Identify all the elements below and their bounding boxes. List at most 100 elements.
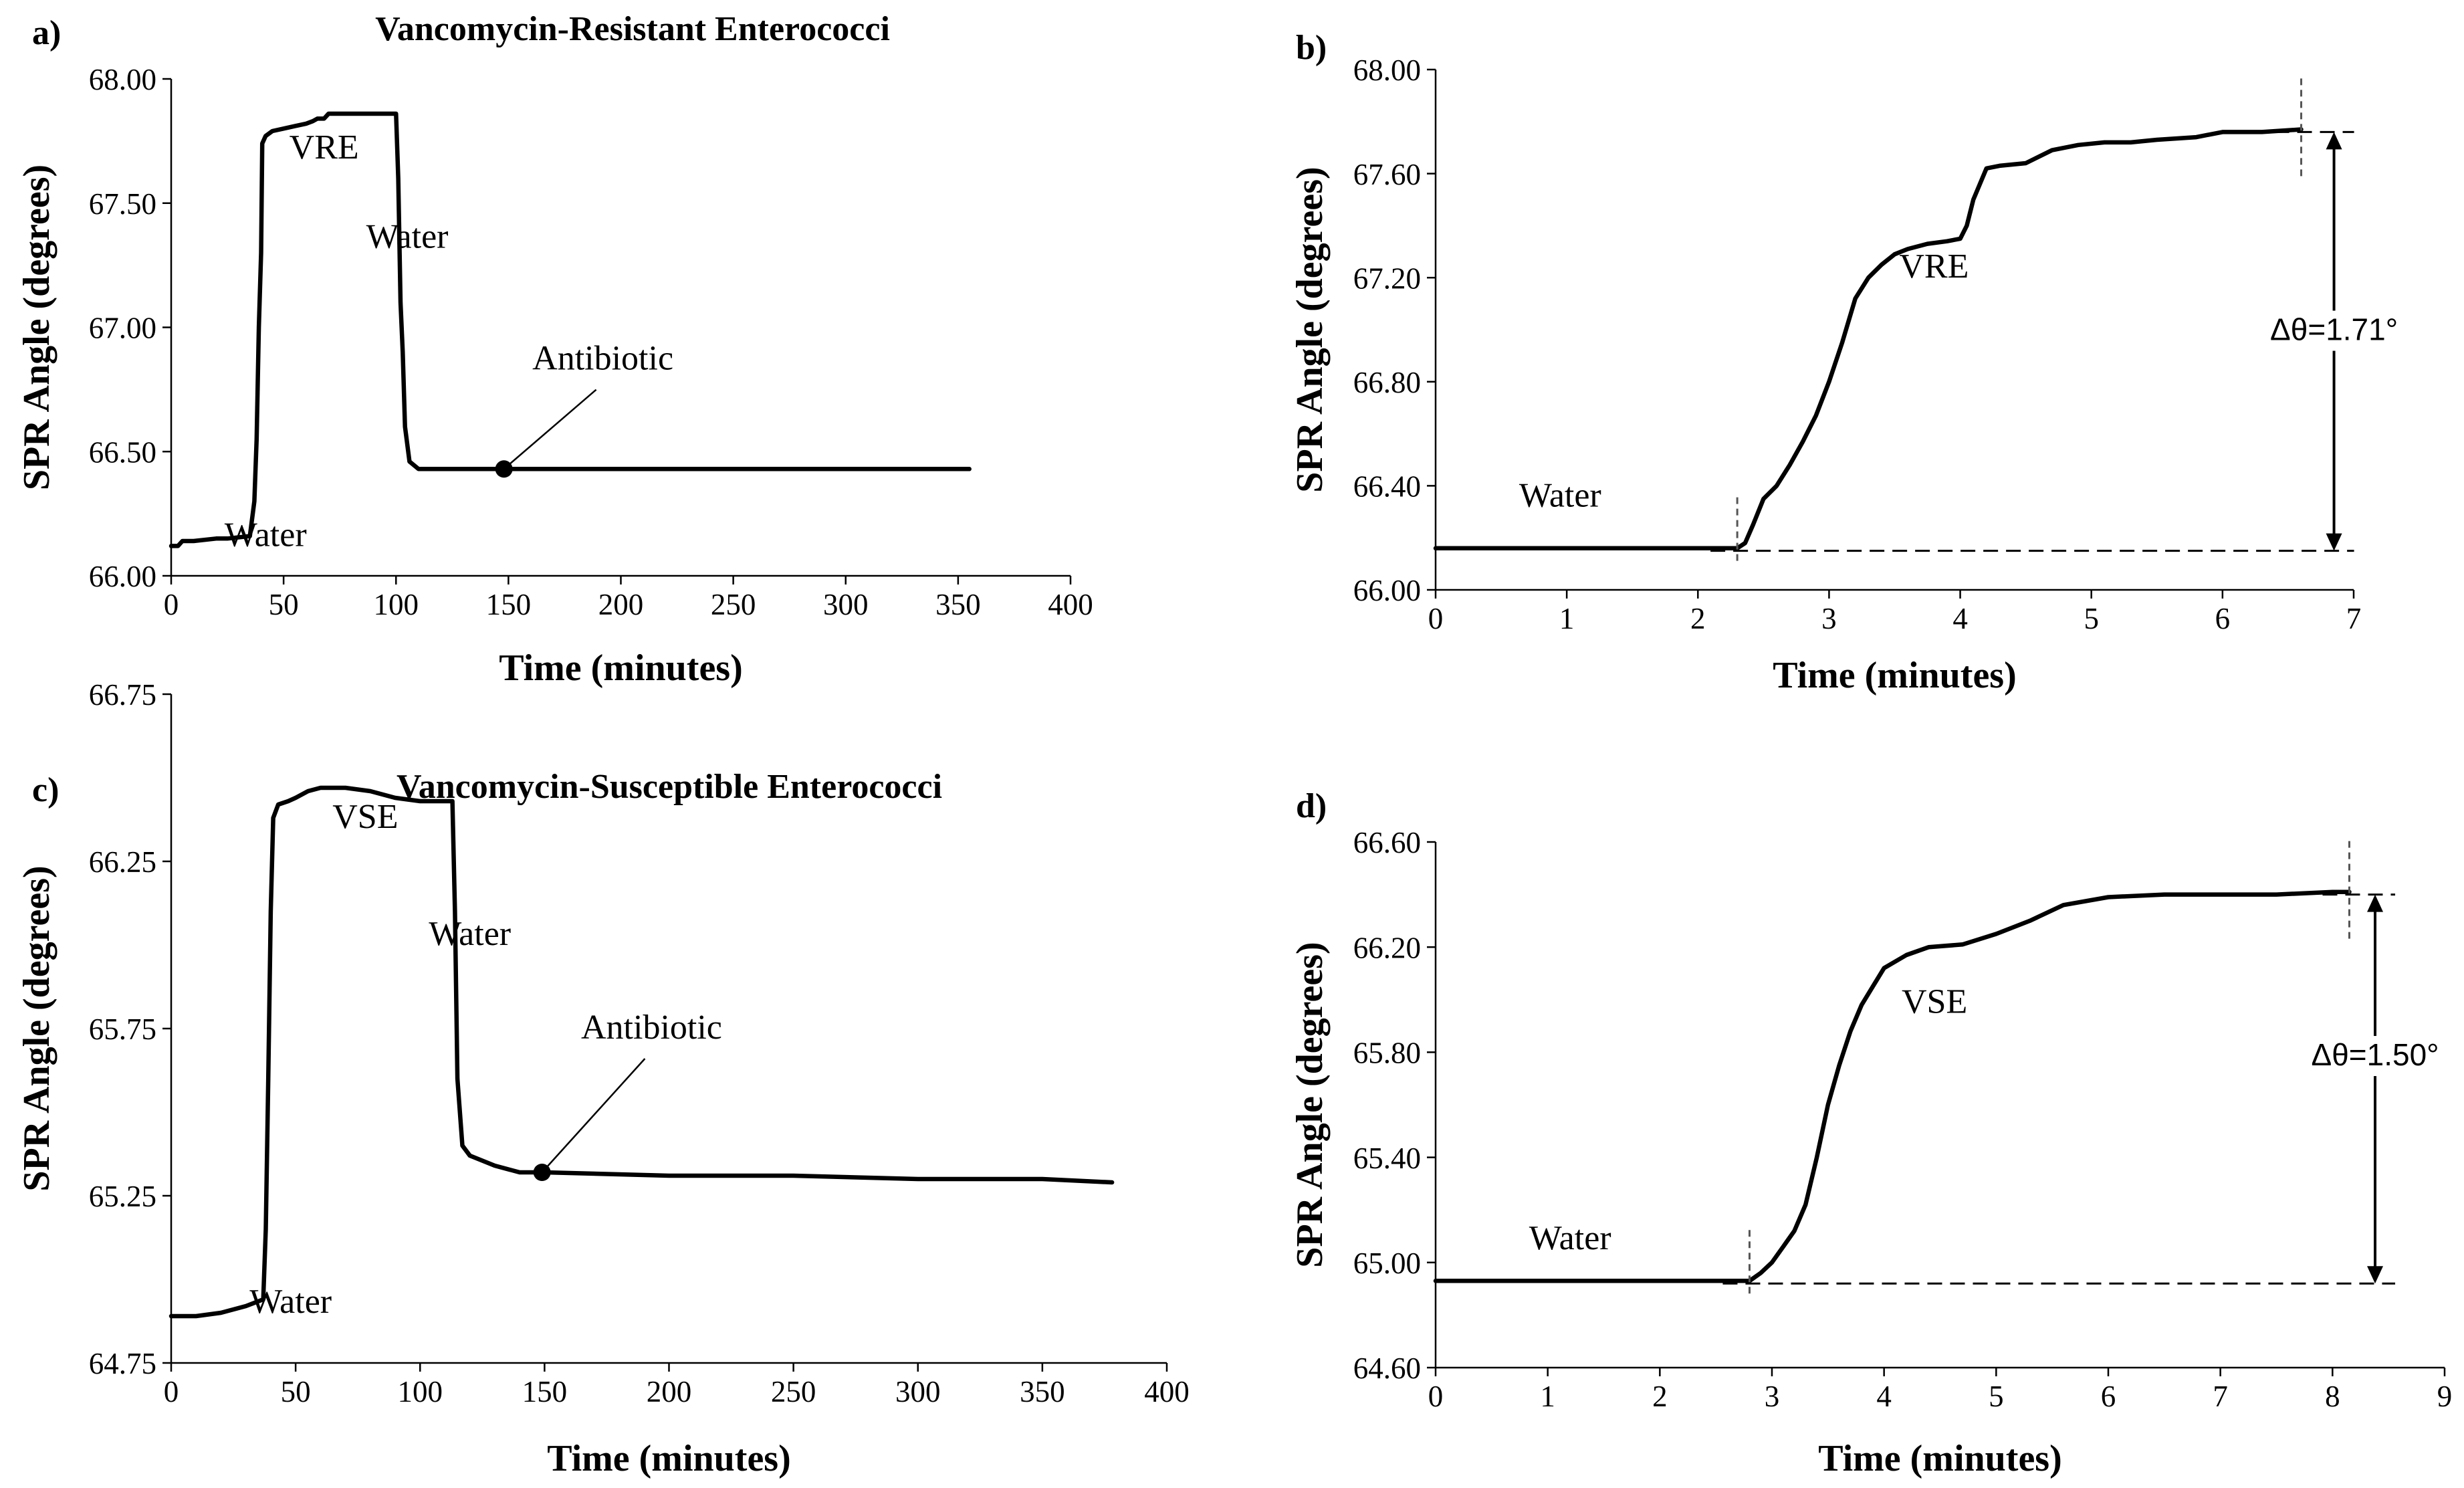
x-tick-label: 50 — [269, 588, 299, 621]
delta-theta-label: Δθ=1.50° — [2311, 1037, 2439, 1072]
panel-label: a) — [32, 14, 61, 52]
y-tick-label: 68.00 — [1353, 54, 1421, 87]
y-tick-label: 65.75 — [89, 1013, 156, 1046]
delta-theta-label: Δθ=1.71° — [2270, 312, 2398, 347]
x-axis-title: Time (minutes) — [1818, 1438, 2062, 1479]
y-tick-label: 66.50 — [89, 435, 156, 469]
chart-title: Vancomycin-Susceptible Enterococci — [397, 768, 942, 806]
antibiotic-marker — [495, 460, 513, 478]
x-tick-label: 50 — [281, 1375, 311, 1408]
y-tick-label: 66.25 — [89, 845, 156, 879]
panel-label: b) — [1296, 29, 1327, 67]
x-tick-label: 2 — [1652, 1380, 1668, 1413]
panel-b-vre-binding: 66.00 66.40 66.80 67.20 67.60 68.00 0 1 2 3 4 5 6 7 Ti… — [1289, 29, 2413, 696]
y-tick-label: 65.40 — [1353, 1142, 1421, 1175]
panel-label: d) — [1296, 787, 1327, 825]
delta-arrowhead-down — [2367, 1266, 2384, 1284]
annotation-label: VRE — [1899, 247, 1969, 286]
x-tick-label: 2 — [1690, 602, 1706, 635]
y-tick-label: 68.00 — [89, 63, 156, 96]
y-axis-title: SPR Angle (degrees) — [16, 865, 58, 1191]
x-tick-label: 350 — [1020, 1375, 1065, 1408]
series-line — [169, 111, 972, 548]
y-tick-label: 65.00 — [1353, 1247, 1421, 1280]
series-line — [1433, 127, 2304, 551]
y-tick-label: 66.00 — [89, 560, 156, 593]
x-tick-label: 1 — [1540, 1380, 1555, 1413]
y-axis-title: SPR Angle (degrees) — [1289, 167, 1331, 492]
panel-c-vse-full-run: 64.75 65.25 65.75 66.25 66.75 0 50 100 150 200 250… — [16, 678, 1190, 1479]
x-tick-label: 6 — [2215, 602, 2231, 635]
annotation-label: Antibiotic — [581, 1008, 722, 1047]
x-tick-label: 200 — [647, 1375, 692, 1408]
y-tick-label: 64.60 — [1353, 1352, 1421, 1385]
y-tick-label: 67.00 — [89, 312, 156, 345]
x-tick-label: 5 — [1989, 1380, 2004, 1413]
delta-arrowhead-down — [2326, 533, 2342, 551]
x-tick-label: 1 — [1559, 602, 1575, 635]
x-tick-label: 400 — [1144, 1375, 1190, 1408]
x-tick-label: 400 — [1048, 588, 1093, 621]
y-tick-label: 66.80 — [1353, 366, 1421, 399]
annotation-label: Water — [366, 218, 449, 256]
x-tick-label: 150 — [486, 588, 532, 621]
annotation-label: Antibiotic — [532, 340, 673, 378]
x-tick-label: 5 — [2084, 602, 2099, 635]
x-tick-label: 0 — [1428, 1380, 1444, 1413]
x-tick-label: 7 — [2213, 1380, 2228, 1413]
y-tick-label: 66.75 — [89, 678, 156, 712]
annotation-label: VSE — [1902, 982, 1967, 1021]
y-tick-label: 65.80 — [1353, 1037, 1421, 1070]
annotation-label: Water — [225, 516, 307, 554]
annotation-label: Water — [429, 915, 511, 953]
x-tick-label: 150 — [522, 1375, 568, 1408]
x-tick-label: 4 — [1876, 1380, 1892, 1413]
x-tick-label: 350 — [935, 588, 981, 621]
x-axis-title: Time (minutes) — [1773, 655, 2017, 696]
delta-label-backdrop — [2255, 310, 2413, 351]
x-tick-label: 250 — [771, 1375, 816, 1408]
panel-d-vse-binding: 64.60 65.00 65.40 65.80 66.20 66.60 0 1 2 3 4 5 6 7 8 9… — [1289, 787, 2455, 1479]
x-tick-label: 100 — [398, 1375, 443, 1408]
x-tick-label: 200 — [598, 588, 644, 621]
y-tick-label: 66.40 — [1353, 470, 1421, 504]
y-tick-label: 66.20 — [1353, 931, 1421, 964]
x-axis-title: Time (minutes) — [547, 1438, 791, 1479]
x-tick-label: 3 — [1821, 602, 1837, 635]
y-tick-label: 67.60 — [1353, 158, 1421, 191]
series-line — [1433, 889, 2352, 1283]
x-tick-label: 0 — [1428, 602, 1444, 635]
x-tick-label: 7 — [2346, 602, 2362, 635]
x-tick-label: 300 — [895, 1375, 941, 1408]
x-tick-label: 9 — [2437, 1380, 2453, 1413]
x-axis-title: Time (minutes) — [499, 647, 743, 689]
delta-label-backdrop — [2296, 1036, 2455, 1077]
y-tick-label: 66.60 — [1353, 826, 1421, 859]
panel-a-vre-full-run: 66.00 66.50 67.00 67.50 68.00 0 50 100 150 200 250… — [16, 10, 1093, 689]
antibiotic-leader-line — [503, 389, 597, 470]
delta-arrowhead-up — [2326, 132, 2342, 150]
annotation-label: VRE — [290, 128, 359, 167]
y-tick-label: 65.25 — [89, 1180, 156, 1213]
x-tick-label: 3 — [1765, 1380, 1780, 1413]
delta-arrowhead-up — [2367, 894, 2384, 912]
annotation-label: Water — [249, 1283, 332, 1321]
x-tick-label: 0 — [164, 1375, 179, 1408]
x-tick-label: 100 — [374, 588, 419, 621]
annotation-label: Water — [1529, 1219, 1611, 1257]
x-tick-label: 8 — [2325, 1380, 2340, 1413]
x-tick-label: 6 — [2101, 1380, 2116, 1413]
annotation-label: Water — [1519, 477, 1601, 515]
y-axis-title: SPR Angle (degrees) — [16, 165, 58, 490]
x-tick-label: 4 — [1952, 602, 1968, 635]
annotation-label: VSE — [332, 798, 398, 836]
x-tick-label: 0 — [164, 588, 179, 621]
chart-title: Vancomycin-Resistant Enterococci — [375, 10, 890, 48]
y-axis-title: SPR Angle (degrees) — [1289, 942, 1331, 1267]
x-tick-label: 250 — [711, 588, 756, 621]
panel-label: c) — [32, 771, 59, 809]
antibiotic-leader-line — [541, 1058, 646, 1173]
y-tick-label: 67.20 — [1353, 261, 1421, 295]
